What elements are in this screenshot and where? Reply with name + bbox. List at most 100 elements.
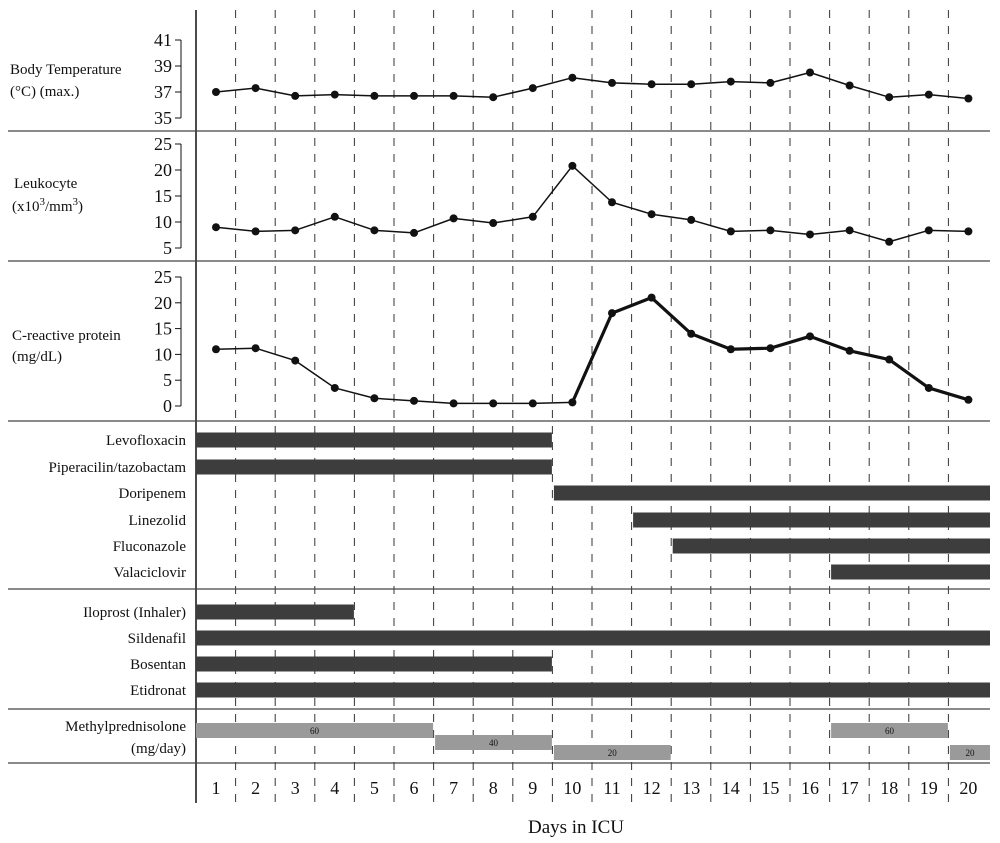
medication-bar	[672, 538, 990, 554]
x-tick-label: 5	[370, 778, 379, 798]
data-point	[212, 345, 220, 354]
x-tick-label: 6	[410, 778, 419, 798]
series-line-segment	[889, 93, 929, 98]
series-line-segment	[294, 216, 336, 232]
data-point	[410, 396, 418, 405]
steroid-dose-label: 60	[310, 726, 320, 736]
series-line-segment	[571, 165, 613, 203]
series-line-segment	[928, 93, 969, 100]
line-panel-2: 5 10 15 20 25 Leukocyte (x103/mm3)	[12, 134, 973, 258]
series-line-segment	[255, 229, 296, 233]
x-tick-label: 3	[291, 778, 300, 798]
series-line-segment	[928, 229, 969, 233]
data-point	[528, 212, 537, 221]
data-point	[608, 198, 616, 207]
data-point	[647, 293, 656, 302]
data-point	[806, 230, 814, 239]
series-line-segment	[374, 229, 415, 234]
series-line-segment	[690, 332, 732, 351]
series-line-segment	[493, 216, 533, 224]
series-line-segment	[691, 80, 731, 85]
series-line-segment	[888, 358, 930, 390]
series-line-segment	[374, 397, 415, 402]
series-line-segment	[611, 201, 652, 215]
steroid-dose-label: 40	[489, 738, 499, 748]
data-point	[330, 212, 339, 221]
y-tick-label: 10	[154, 212, 172, 232]
data-point	[924, 226, 933, 235]
medication-bar	[633, 512, 990, 528]
data-point	[370, 226, 379, 235]
y-axis-label: Leukocyte (x103/mm3)	[12, 176, 83, 215]
x-tick-label: 19	[920, 778, 938, 798]
y-tick-label: 25	[154, 134, 172, 154]
series-line-segment	[255, 347, 296, 362]
series-line-segment	[334, 387, 375, 399]
data-point	[568, 161, 577, 170]
x-tick-label: 16	[801, 778, 819, 798]
series-line-segment	[690, 219, 732, 233]
data-point	[251, 344, 260, 353]
medication-bar	[196, 630, 990, 646]
medication-label: Doripenem	[119, 486, 187, 502]
y-tick-label: 37	[154, 82, 172, 102]
data-point	[845, 81, 854, 90]
medication-label: Iloprost (Inhaler)	[83, 605, 186, 621]
steroid-dose-bar	[435, 735, 552, 750]
data-point	[806, 68, 814, 77]
x-tick-label: 13	[682, 778, 700, 798]
y-axis-label: C-reactive protein (mg/dL)	[12, 328, 121, 365]
medication-bar	[196, 682, 990, 698]
data-point	[924, 383, 933, 392]
series-line-segment	[730, 229, 771, 233]
series-line-segment	[770, 71, 811, 84]
data-point	[608, 309, 616, 318]
data-point	[885, 93, 894, 102]
data-point	[766, 226, 775, 235]
y-tick-label: 5	[163, 370, 172, 390]
series-line-segment	[770, 229, 811, 236]
series-line-segment	[611, 82, 652, 85]
data-point	[964, 94, 973, 103]
data-point	[568, 398, 577, 407]
medication-label: Levofloxacin	[106, 433, 186, 449]
data-point	[212, 223, 220, 232]
y-tick-label: 5	[163, 238, 172, 258]
medication-bar	[553, 485, 990, 501]
y-tick-label: 20	[154, 293, 172, 313]
line-panel-1: 35 37 39 41 Body Temperature (°C) (max.)	[10, 30, 973, 128]
medication-label: Etidronat	[130, 683, 187, 699]
steroid-bars: Methylprednisolone (mg/day) 60 40 20 60 20	[65, 719, 990, 760]
data-point	[687, 215, 696, 224]
data-point	[766, 78, 775, 87]
data-point	[410, 228, 418, 237]
x-tick-label: 15	[761, 778, 779, 798]
data-point	[766, 344, 775, 353]
series-line-segment	[215, 87, 256, 93]
medication-label: Sildenafil	[128, 631, 186, 647]
x-tick-label: 12	[643, 778, 661, 798]
y-tick-label: 35	[154, 108, 172, 128]
data-point	[726, 345, 735, 354]
x-tick-label: 8	[489, 778, 498, 798]
data-point	[251, 227, 260, 236]
series-line-segment	[769, 334, 811, 350]
medication-bars: Levofloxacin Piperacilin/tazobactam Doripe…	[49, 432, 990, 760]
data-point	[806, 332, 814, 341]
steroid-dose-bar	[831, 723, 948, 738]
series-line-segment	[809, 334, 851, 353]
x-tick-label: 17	[841, 778, 859, 798]
data-point	[370, 394, 379, 403]
series-line-segment	[453, 95, 494, 98]
x-tick-label: 2	[251, 778, 260, 798]
series-line-segment	[453, 217, 494, 224]
data-point	[568, 73, 577, 82]
data-point	[726, 227, 735, 236]
medication-bar	[831, 564, 990, 580]
steroid-dose-label: 20	[608, 748, 618, 758]
series-line-segment	[255, 87, 296, 97]
steroid-dose-label: 60	[885, 726, 895, 736]
series-line-segment	[651, 213, 692, 221]
data-point	[370, 91, 379, 100]
